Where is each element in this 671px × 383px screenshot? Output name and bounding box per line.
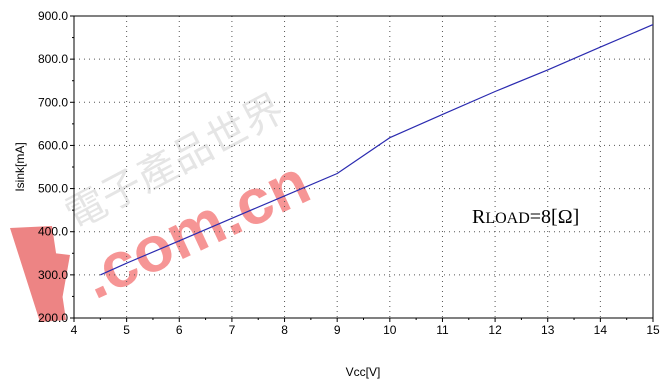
x-tick-label: 4 xyxy=(71,323,78,337)
annotation-rest: =8[Ω] xyxy=(530,206,579,228)
x-tick-labels: 4 5 6 7 8 9 10 11 12 13 14 15 xyxy=(71,323,660,337)
grid xyxy=(74,16,653,318)
x-tick-label: 6 xyxy=(176,323,183,337)
series-lines xyxy=(100,24,654,276)
annotation-sub: LOAD xyxy=(485,210,529,227)
y-tick-label: 600.0 xyxy=(38,138,68,152)
series-line xyxy=(100,24,654,276)
annotation-main: R xyxy=(472,206,486,228)
x-tick-label: 15 xyxy=(646,323,660,337)
y-tick-label: 400.0 xyxy=(38,225,68,239)
x-tick-label: 9 xyxy=(334,323,341,337)
x-tick-label: 13 xyxy=(541,323,555,337)
y-tick-label: 500.0 xyxy=(38,182,68,196)
y-tick-label: 300.0 xyxy=(38,268,68,282)
x-tick-label: 10 xyxy=(383,323,397,337)
y-axis-label: Isink[mA] xyxy=(13,142,27,191)
watermark-logo xyxy=(10,226,70,322)
watermark: 電子產品世界 .com.cn xyxy=(10,86,320,322)
y-tick-label: 900.0 xyxy=(38,9,68,23)
ticks xyxy=(70,15,654,322)
y-tick-label: 800.0 xyxy=(38,52,68,66)
x-tick-label: 5 xyxy=(123,323,130,337)
y-tick-label: 200.0 xyxy=(38,311,68,325)
x-tick-label: 12 xyxy=(488,323,502,337)
x-axis-label: Vcc[V] xyxy=(346,365,381,379)
annotation: RLOAD=8[Ω] xyxy=(472,206,579,228)
x-tick-label: 11 xyxy=(436,323,449,337)
x-tick-label: 14 xyxy=(594,323,608,337)
y-tick-label: 700.0 xyxy=(38,95,68,109)
y-tick-labels: 200.0 300.0 400.0 500.0 600.0 700.0 800.0 900.0 xyxy=(38,9,68,325)
x-tick-label: 7 xyxy=(229,323,236,337)
x-tick-label: 8 xyxy=(281,323,288,337)
